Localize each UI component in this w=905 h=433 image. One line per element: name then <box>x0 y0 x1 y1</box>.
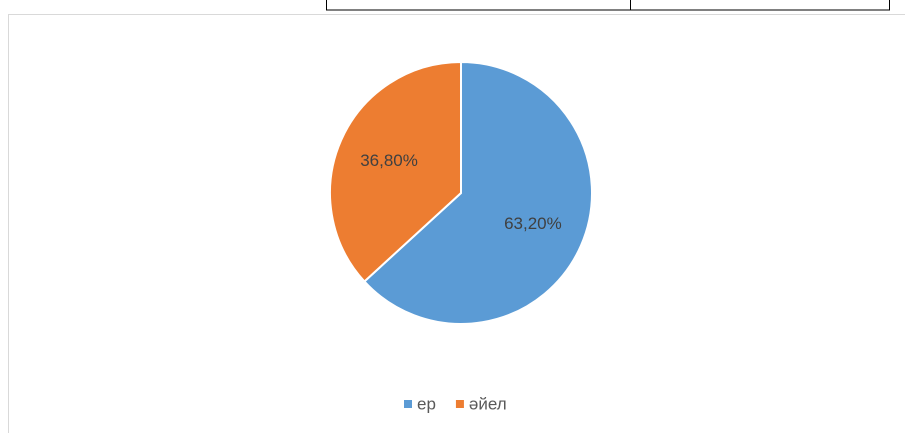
legend-label: ер <box>417 394 436 413</box>
legend-label: әйел <box>469 394 507 413</box>
legend-swatch <box>455 400 464 408</box>
legend: ер әйел <box>404 394 507 413</box>
data-label: 63,20% <box>504 214 562 233</box>
legend-swatch <box>404 400 412 408</box>
pie-slice <box>362 60 593 325</box>
data-label: 36,80% <box>360 151 418 170</box>
pie-slice <box>329 60 462 283</box>
table-fragment <box>326 0 890 11</box>
